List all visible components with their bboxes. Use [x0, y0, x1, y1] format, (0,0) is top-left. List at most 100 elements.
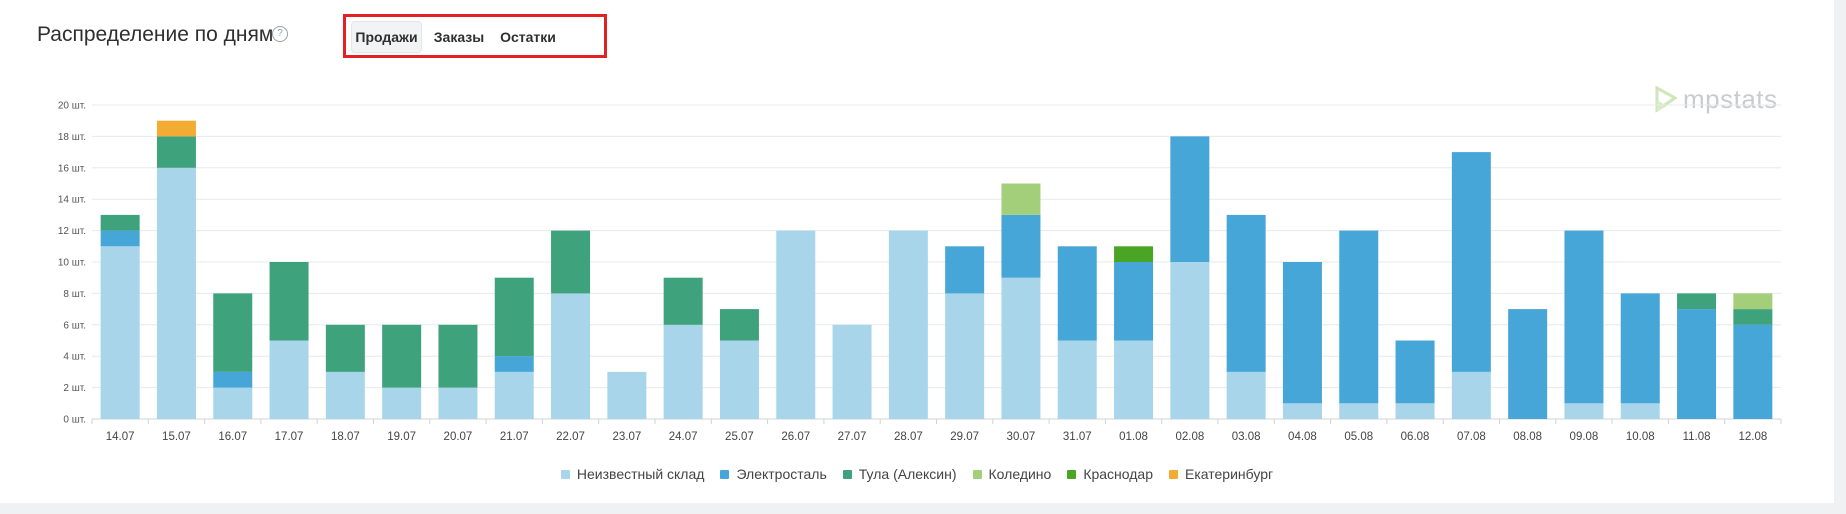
bar-segment	[1226, 214, 1266, 372]
bar-segment	[776, 230, 816, 419]
bar-segment	[945, 293, 985, 419]
bar-segment	[1564, 403, 1604, 419]
bar-segment	[1339, 230, 1379, 404]
bar-segment	[1677, 293, 1717, 310]
x-tick-label: 26.07	[781, 431, 810, 443]
bar-segment	[663, 277, 703, 325]
legend-swatch	[842, 469, 852, 479]
bar-segment	[1001, 214, 1041, 278]
legend-swatch	[972, 469, 982, 479]
x-tick-label: 09.08	[1570, 431, 1599, 443]
bar-segment	[269, 340, 309, 419]
bar-segment	[494, 371, 534, 419]
bar-segment	[1170, 136, 1210, 262]
y-tick-label: 6 шт.	[63, 320, 86, 331]
stacked-bar-chart: 0 шт. 2 шт. 4 шт. 6 шт. 8 шт. 10 шт. 12 шт. 14 …	[58, 101, 1782, 443]
legend-item[interactable]: Неизвестный склад	[560, 466, 704, 482]
x-tick-label: 08.08	[1513, 431, 1542, 443]
bar-segment	[1395, 403, 1435, 419]
legend-item[interactable]: Тула (Алексин)	[842, 466, 957, 482]
help-circle-icon[interactable]: ?	[272, 26, 288, 42]
bar-segment	[1114, 340, 1154, 419]
x-tick-label: 21.07	[500, 431, 529, 443]
bar-segment	[1564, 230, 1604, 404]
x-tick-label: 16.07	[218, 431, 247, 443]
x-tick-label: 22.07	[556, 431, 585, 443]
legend-label: Екатеринбург	[1185, 466, 1274, 482]
x-tick-label: 18.07	[331, 431, 360, 443]
x-tick-label: 06.08	[1401, 431, 1430, 443]
x-tick-label: 30.07	[1007, 431, 1036, 443]
bar-segment	[719, 309, 759, 341]
bar-segment	[719, 340, 759, 419]
bar-segment	[1620, 403, 1660, 419]
x-tick-label: 04.08	[1288, 431, 1317, 443]
bar-segment	[1226, 371, 1266, 419]
x-tick-label: 20.07	[444, 431, 473, 443]
x-tick-label: 05.08	[1344, 431, 1373, 443]
x-tick-label: 12.08	[1738, 431, 1767, 443]
legend-item[interactable]: Коледино	[972, 466, 1052, 482]
y-tick-label: 4 шт.	[63, 352, 86, 363]
bar-segment	[382, 387, 422, 419]
x-tick-label: 10.08	[1626, 431, 1655, 443]
legend-label: Электросталь	[736, 466, 827, 482]
legend-swatch	[1067, 469, 1077, 479]
bar-segment	[100, 246, 140, 419]
chart-card: Распределение по дням ? Продажи Заказы О…	[0, 0, 1834, 503]
bar-segment	[438, 387, 478, 419]
bar-segment	[551, 293, 591, 419]
tab-sales[interactable]: Продажи	[352, 22, 421, 52]
bar-segment	[888, 230, 928, 419]
legend-item[interactable]: Электросталь	[720, 466, 827, 482]
bar-segment	[1001, 277, 1041, 419]
bar-segment	[945, 246, 985, 294]
bar-segment	[325, 324, 365, 372]
tab-stock[interactable]: Остатки	[500, 29, 556, 45]
bar-segment	[325, 371, 365, 419]
bar-segment	[156, 136, 196, 168]
bar-segment	[269, 262, 309, 341]
bar-segment	[213, 293, 253, 372]
chart-legend: Неизвестный склад Электросталь Тула (Алекс…	[0, 466, 1834, 482]
y-tick-label: 8 шт.	[63, 289, 86, 300]
bar-segment	[1733, 309, 1773, 325]
bar-segment	[1508, 309, 1548, 419]
x-tick-label: 25.07	[725, 431, 754, 443]
x-tick-label: 15.07	[162, 431, 191, 443]
x-tick-label: 24.07	[669, 431, 698, 443]
tab-orders[interactable]: Заказы	[433, 29, 485, 45]
y-tick-label: 20 шт.	[58, 101, 86, 112]
bar-segment	[213, 387, 253, 419]
bar-segment	[213, 371, 253, 388]
y-tick-label: 16 шт.	[58, 163, 86, 174]
bar-segment	[1170, 262, 1210, 419]
bar-segment	[1057, 340, 1097, 419]
x-tick-label: 23.07	[612, 431, 641, 443]
legend-label: Тула (Алексин)	[858, 466, 957, 482]
bar-segment	[832, 324, 872, 419]
x-tick-label: 03.08	[1232, 431, 1261, 443]
y-tick-label: 14 шт.	[58, 195, 86, 206]
bar-segment	[438, 324, 478, 388]
bar-segment	[1114, 262, 1154, 341]
bar-segment	[1620, 293, 1660, 404]
x-tick-label: 14.07	[106, 431, 135, 443]
bar-segment	[382, 324, 422, 388]
legend-label: Краснодар	[1083, 466, 1154, 482]
bar-segment	[1451, 152, 1491, 372]
legend-item[interactable]: Екатеринбург	[1169, 466, 1273, 482]
bar-segment	[1282, 262, 1322, 404]
legend-label: Коледино	[988, 466, 1052, 482]
tabs-highlight-box: Продажи Заказы Остатки	[343, 14, 607, 58]
bar-segment	[494, 277, 534, 357]
legend-swatch	[560, 469, 570, 479]
bar-segment	[156, 120, 196, 137]
bar-segment	[494, 356, 534, 372]
bar-segment	[1001, 183, 1041, 215]
x-tick-label: 02.08	[1175, 431, 1204, 443]
legend-item[interactable]: Краснодар	[1067, 466, 1153, 482]
bar-segment	[551, 230, 591, 294]
bar-segment	[1733, 293, 1773, 310]
chart-title: Распределение по дням	[37, 23, 274, 46]
